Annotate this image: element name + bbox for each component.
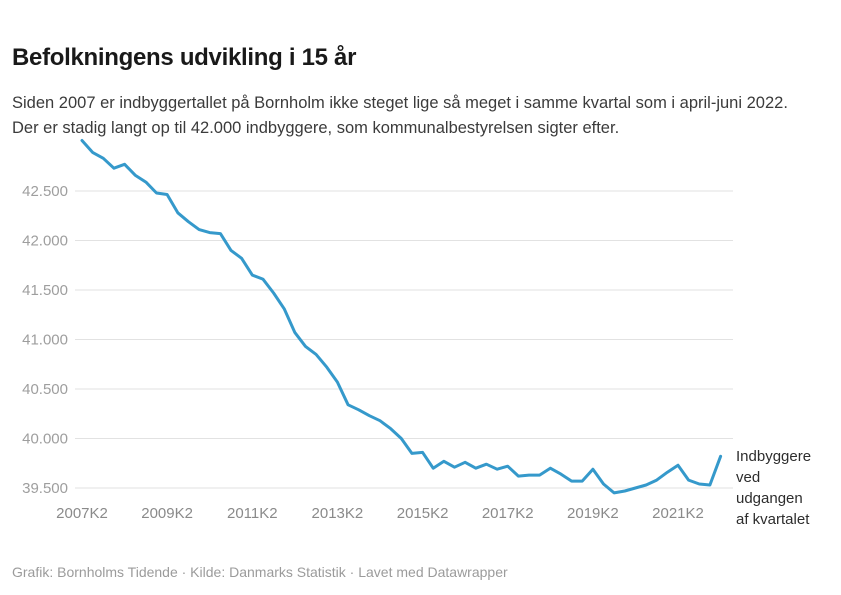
y-tick-label: 40.000	[22, 431, 68, 448]
x-tick-label: 2009K2	[141, 505, 193, 522]
line-series	[80, 139, 723, 495]
y-tick-label: 41.000	[22, 332, 68, 349]
chart-title: Befolkningens udvikling i 15 år	[12, 44, 357, 72]
credits-footer: Grafik: Bornholms Tidende · Kilde: Danma…	[12, 564, 508, 580]
y-tick-label: 41.500	[22, 282, 68, 299]
x-tick-label: 2015K2	[397, 505, 449, 522]
x-tick-label: 2007K2	[56, 505, 108, 522]
y-tick-label: 40.500	[22, 381, 68, 398]
y-tick-label: 39.500	[22, 480, 68, 497]
series-label: Indbyggere ved udgangen af kvartalet	[736, 448, 812, 528]
x-tick-label: 2013K2	[312, 505, 364, 522]
chart-subtitle: Siden 2007 er indbyggertallet på Bornhol…	[12, 93, 788, 138]
x-tick-label: 2017K2	[482, 505, 534, 522]
x-tick-label: 2021K2	[652, 505, 704, 522]
y-tick-label: 42.500	[22, 183, 68, 200]
x-tick-label: 2011K2	[227, 505, 278, 522]
y-tick-label: 42.000	[22, 233, 68, 250]
x-tick-label: 2019K2	[567, 505, 619, 522]
